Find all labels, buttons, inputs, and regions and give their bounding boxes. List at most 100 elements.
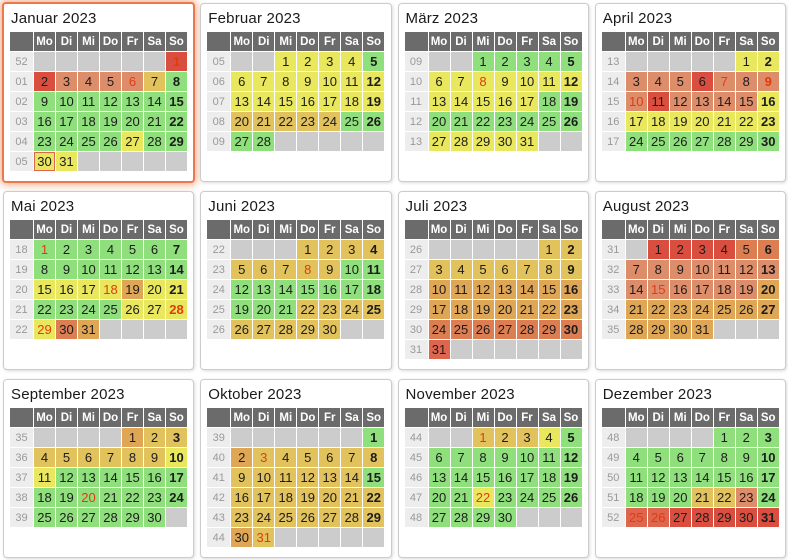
day-cell[interactable]: 26: [472, 320, 494, 339]
day-cell[interactable]: 19: [100, 112, 121, 131]
day-cell[interactable]: 25: [275, 508, 297, 527]
day-cell[interactable]: 8: [472, 448, 494, 467]
day-cell[interactable]: 1: [713, 428, 735, 447]
day-cell[interactable]: 14: [713, 92, 735, 111]
day-cell[interactable]: 13: [428, 468, 450, 487]
day-cell[interactable]: 22: [275, 112, 297, 131]
day-cell[interactable]: 10: [253, 468, 275, 487]
day-cell[interactable]: 19: [122, 280, 143, 299]
day-cell[interactable]: 26: [122, 300, 143, 319]
day-cell[interactable]: 14: [275, 280, 297, 299]
day-cell[interactable]: 12: [100, 92, 121, 111]
day-cell[interactable]: 23: [297, 112, 319, 131]
day-cell[interactable]: 25: [34, 508, 55, 527]
day-cell[interactable]: 25: [100, 300, 121, 319]
day-cell[interactable]: 7: [166, 240, 187, 259]
day-cell[interactable]: 2: [494, 52, 516, 71]
day-cell[interactable]: 25: [625, 508, 647, 527]
day-cell[interactable]: 6: [494, 260, 516, 279]
day-cell[interactable]: 27: [691, 132, 713, 151]
day-cell[interactable]: 16: [34, 112, 55, 131]
day-cell[interactable]: 1: [472, 428, 494, 447]
day-cell[interactable]: 27: [669, 508, 691, 527]
day-cell[interactable]: 1: [275, 52, 297, 71]
day-cell[interactable]: 24: [691, 300, 713, 319]
day-cell[interactable]: 10: [341, 260, 363, 279]
day-cell[interactable]: 20: [122, 112, 143, 131]
day-cell[interactable]: 5: [472, 260, 494, 279]
day-cell[interactable]: 28: [625, 320, 647, 339]
day-cell[interactable]: 1: [363, 428, 385, 447]
day-cell[interactable]: 16: [494, 468, 516, 487]
day-cell[interactable]: 28: [100, 508, 121, 527]
day-cell[interactable]: 28: [341, 508, 363, 527]
day-cell[interactable]: 24: [319, 112, 341, 131]
day-cell[interactable]: 25: [713, 300, 735, 319]
day-cell[interactable]: 2: [56, 240, 77, 259]
day-cell[interactable]: 3: [757, 428, 779, 447]
day-cell[interactable]: 6: [253, 260, 275, 279]
day-cell[interactable]: 11: [34, 468, 55, 487]
day-cell[interactable]: 24: [516, 488, 538, 507]
day-cell[interactable]: 12: [297, 468, 319, 487]
day-cell[interactable]: 29: [538, 320, 560, 339]
day-cell[interactable]: 8: [275, 72, 297, 91]
day-cell[interactable]: 27: [231, 132, 253, 151]
day-cell[interactable]: 23: [494, 488, 516, 507]
day-cell[interactable]: 3: [516, 52, 538, 71]
day-cell[interactable]: 26: [231, 320, 253, 339]
day-cell[interactable]: 18: [538, 468, 560, 487]
day-cell[interactable]: 11: [538, 448, 560, 467]
day-cell[interactable]: 31: [78, 320, 99, 339]
day-cell[interactable]: 15: [735, 92, 757, 111]
day-cell[interactable]: 11: [713, 260, 735, 279]
day-cell[interactable]: 20: [231, 112, 253, 131]
day-cell[interactable]: 24: [253, 508, 275, 527]
day-cell[interactable]: 9: [494, 448, 516, 467]
day-cell[interactable]: 11: [450, 280, 472, 299]
day-cell[interactable]: 2: [34, 72, 55, 91]
day-cell[interactable]: 19: [669, 112, 691, 131]
day-cell[interactable]: 17: [78, 280, 99, 299]
day-cell[interactable]: 20: [757, 280, 779, 299]
day-cell[interactable]: 21: [713, 112, 735, 131]
day-cell[interactable]: 3: [428, 260, 450, 279]
day-cell[interactable]: 1: [34, 240, 55, 259]
day-cell[interactable]: 16: [757, 92, 779, 111]
day-cell[interactable]: 20: [428, 488, 450, 507]
day-cell[interactable]: 1: [122, 428, 143, 447]
day-cell[interactable]: 3: [625, 72, 647, 91]
day-cell[interactable]: 25: [538, 488, 560, 507]
day-cell[interactable]: 23: [144, 488, 165, 507]
day-cell[interactable]: 2: [144, 428, 165, 447]
day-cell[interactable]: 8: [297, 260, 319, 279]
day-cell[interactable]: 7: [450, 72, 472, 91]
day-cell[interactable]: 20: [669, 488, 691, 507]
day-cell[interactable]: 21: [166, 280, 187, 299]
day-cell[interactable]: 5: [231, 260, 253, 279]
day-cell[interactable]: 26: [560, 488, 582, 507]
day-cell[interactable]: 13: [691, 92, 713, 111]
day-cell[interactable]: 6: [757, 240, 779, 259]
day-cell[interactable]: 30: [144, 508, 165, 527]
day-cell[interactable]: 9: [669, 260, 691, 279]
day-cell[interactable]: 7: [275, 260, 297, 279]
day-cell[interactable]: 27: [78, 508, 99, 527]
day-cell[interactable]: 5: [363, 52, 385, 71]
day-cell[interactable]: 7: [341, 448, 363, 467]
day-cell[interactable]: 21: [625, 300, 647, 319]
day-cell[interactable]: 24: [166, 488, 187, 507]
day-cell[interactable]: 3: [253, 448, 275, 467]
day-cell[interactable]: 16: [669, 280, 691, 299]
day-cell[interactable]: 8: [735, 72, 757, 91]
day-cell[interactable]: 22: [297, 300, 319, 319]
day-cell[interactable]: 15: [297, 280, 319, 299]
day-cell[interactable]: 27: [122, 132, 143, 151]
day-cell[interactable]: 9: [231, 468, 253, 487]
day-cell[interactable]: 31: [691, 320, 713, 339]
day-cell[interactable]: 21: [450, 488, 472, 507]
day-cell[interactable]: 26: [56, 508, 77, 527]
day-cell[interactable]: 29: [647, 320, 669, 339]
day-cell[interactable]: 12: [231, 280, 253, 299]
day-cell[interactable]: 8: [538, 260, 560, 279]
